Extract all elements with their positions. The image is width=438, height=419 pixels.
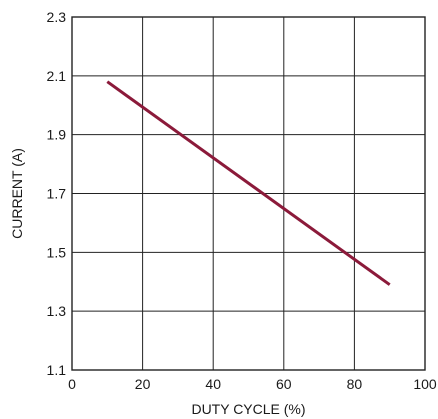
y-axis-title: CURRENT (A)	[9, 148, 25, 239]
x-tick-label: 100	[413, 376, 437, 392]
x-tick-label: 0	[68, 376, 76, 392]
y-tick-label: 2.1	[47, 68, 67, 84]
y-tick-label: 2.3	[47, 9, 67, 25]
x-axis-ticks: 0 20 40 60 80 100	[68, 376, 437, 392]
x-tick-label: 60	[276, 376, 292, 392]
x-tick-label: 80	[347, 376, 363, 392]
grid	[72, 17, 425, 370]
plot-area-frame	[71, 16, 426, 371]
y-tick-label: 1.1	[47, 362, 67, 378]
x-axis-title: DUTY CYCLE (%)	[191, 401, 305, 417]
series-layer	[106, 80, 391, 286]
y-tick-label: 1.3	[47, 303, 67, 319]
y-axis-ticks: 1.1 1.3 1.5 1.7 1.9 2.1 2.3	[47, 9, 67, 378]
y-tick-label: 1.5	[47, 244, 67, 260]
y-tick-label: 1.7	[47, 186, 67, 202]
y-tick-label: 1.9	[47, 127, 67, 143]
series-line	[106, 80, 391, 286]
x-tick-label: 40	[205, 376, 221, 392]
x-tick-label: 20	[135, 376, 151, 392]
